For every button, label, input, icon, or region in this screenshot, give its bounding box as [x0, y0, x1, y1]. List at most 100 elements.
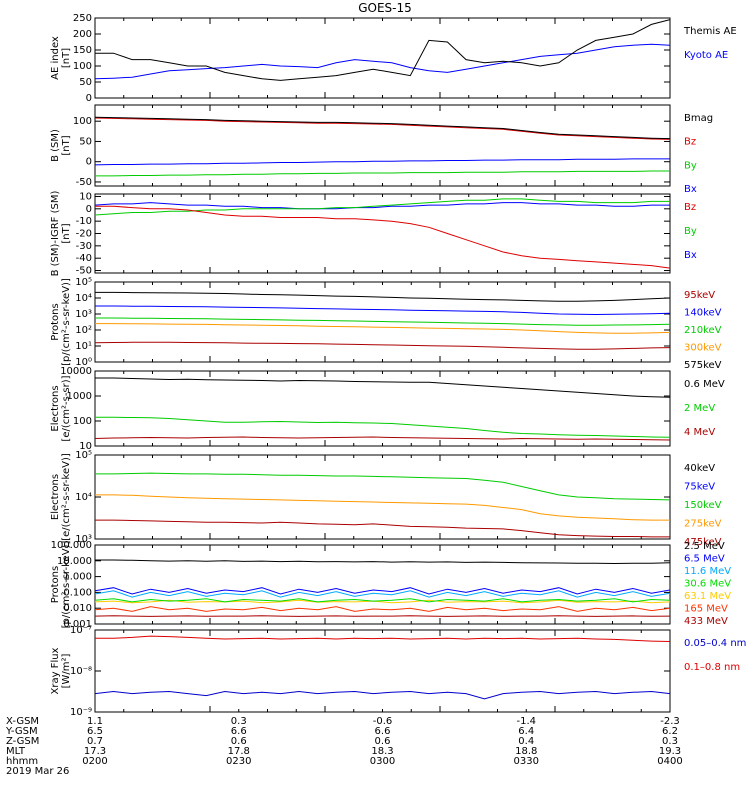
series-line-0-6-mev [95, 377, 671, 398]
panel-6: 10³ 10⁴ 10⁵ Electrons [e/(cm²-s-sr-keV)] 40ke… [50, 450, 722, 548]
y-tick-label: 10 [79, 441, 92, 452]
y-tick-label: 150 [73, 45, 92, 56]
legend-entry: 0.1–0.8 nm [684, 662, 740, 673]
legend-entry: 2 MeV [684, 403, 715, 414]
series-line-themis-ae [95, 19, 671, 81]
y-tick-label: 0.010 [63, 603, 92, 614]
y-axis-label: [nT] [61, 135, 72, 155]
footer-row-label: 2019 Mar 26 [6, 766, 69, 777]
footer-value-y: 6.5 [87, 726, 103, 737]
series-line-433-mev [94, 615, 671, 617]
y-tick-label: 1000 [67, 391, 92, 402]
series-line-bmag [94, 116, 671, 140]
y-tick-label: 50 [79, 77, 92, 88]
y-tick-label: 10⁴ [75, 293, 92, 304]
series-line-165-mev [94, 606, 671, 612]
panel-2: -50 0 50 100 B (SM) [nT] Bmag Bz By Bx [50, 104, 713, 195]
panel-5: 10 100 1000 10000 Electrons [e/(cm²-s-sr)] 0.6… [50, 366, 725, 452]
y-axis-label: AE index [50, 36, 61, 80]
footer-value-x: 0.3 [231, 716, 247, 727]
y-tick-label: 100.000 [51, 540, 92, 551]
panel-frame [94, 17, 671, 99]
y-tick-label: 10000 [60, 366, 92, 377]
panel-3: -50 -40-30-20 -100 10 B (SM)-IGRF (SM) [nT] Bz… [50, 191, 697, 277]
legend-entry: 11.6 MeV [684, 566, 731, 577]
y-axis-label: [nT] [61, 48, 72, 68]
footer-value-x: -2.3 [660, 716, 680, 727]
footer-value-hhmm: 0230 [226, 756, 251, 767]
series-line-0-1-0-8-nm [95, 635, 671, 642]
legend-entry: 40keV [684, 463, 715, 474]
y-tick-label: 10¹ [75, 341, 92, 352]
y-axis-label: Protons [50, 303, 61, 340]
legend-entry: 95keV [684, 290, 715, 301]
legend-entry: Bz [684, 202, 696, 213]
y-axis-label: [p/(cm²-s-sr-keV)] [61, 541, 72, 629]
footer-row-label: Z-GSM [6, 736, 39, 747]
footer-value-mlt: 17.8 [228, 746, 250, 757]
legend-entry: 165 MeV [684, 604, 728, 615]
series-line-575kev [95, 291, 671, 302]
footer-row-label: Y-GSM [5, 726, 38, 737]
legend-entry: By [684, 160, 697, 171]
legend-entry: 575keV [684, 360, 722, 371]
y-tick-label: 100 [73, 61, 92, 72]
series-line-by [95, 170, 670, 177]
legend-entry: Bz [684, 137, 696, 148]
y-tick-label: 0.001 [63, 619, 92, 630]
legend-entry: Kyoto AE [684, 50, 728, 61]
series-line-0-05-0-4-nm [94, 690, 671, 700]
footer-value-hhmm: 0200 [82, 756, 107, 767]
y-tick-label: 10⁵ [75, 450, 92, 461]
y-axis-label: Xray Flux [50, 647, 61, 694]
y-tick-label: 10⁵ [75, 277, 92, 288]
footer-value-x: -0.6 [373, 716, 393, 727]
y-axis-label: [nT] [61, 223, 72, 243]
y-tick-label: 10⁻⁹ [70, 707, 92, 718]
legend-entry: 4 MeV [684, 427, 715, 438]
y-tick-label: 10³ [75, 309, 92, 320]
legend-entry: 433 MeV [684, 616, 728, 627]
footer-value-z: 0.3 [662, 736, 678, 747]
series-line-275kev [95, 494, 670, 521]
footer-value-mlt: 19.3 [659, 746, 681, 757]
footer-value-z: 0.4 [518, 736, 534, 747]
series-line-300kev [95, 323, 671, 334]
footer-value-z: 0.7 [87, 736, 103, 747]
legend-entry: 0.05–0.4 nm [684, 638, 746, 649]
series-line-2-5-mev [95, 559, 671, 565]
y-tick-label: 0 [86, 204, 92, 215]
footer-value-y: 6.4 [518, 726, 534, 737]
panel-1: 0 50 100 150 200 250 AE index [nT] Themis AE Kyot… [50, 13, 737, 104]
y-tick-label: 0 [86, 93, 92, 104]
footer-row-label: X-GSM [6, 716, 39, 727]
footer-value-hhmm: 0300 [370, 756, 395, 767]
series-line-kyoto-ae [94, 43, 671, 80]
footer-row-label: hhmm [6, 756, 38, 767]
y-tick-label: -50 [76, 266, 92, 277]
legend-entry: 150keV [684, 500, 722, 511]
legend-entry: Bmag [684, 113, 713, 124]
y-tick-label: -40 [76, 253, 92, 264]
footer-value-hhmm: 0400 [657, 756, 682, 767]
y-tick-label: 1.000 [63, 572, 92, 583]
y-tick-label: 0 [86, 157, 92, 168]
legend-entry: 75keV [684, 482, 715, 493]
series-line-11-6-mev [94, 590, 671, 598]
y-axis-label: Electrons [50, 385, 61, 431]
footer-value-hhmm: 0330 [514, 756, 539, 767]
y-tick-label: 100 [73, 116, 92, 127]
y-tick-label: 50 [79, 136, 92, 147]
legend-entry: By [684, 226, 697, 237]
legend-entry: 300keV [684, 343, 722, 354]
footer-value-z: 0.6 [231, 736, 247, 747]
y-axis-label: [e/(cm²-s-sr-keV)] [61, 453, 72, 541]
y-axis-label: B (SM)-IGRF (SM) [50, 191, 61, 277]
y-tick-label: 10⁻⁸ [70, 666, 92, 677]
series-line-63-1-mev [94, 599, 671, 604]
footer-value-y: 6.6 [375, 726, 391, 737]
series-line-2-mev [95, 416, 671, 438]
panel-frame [94, 629, 671, 713]
